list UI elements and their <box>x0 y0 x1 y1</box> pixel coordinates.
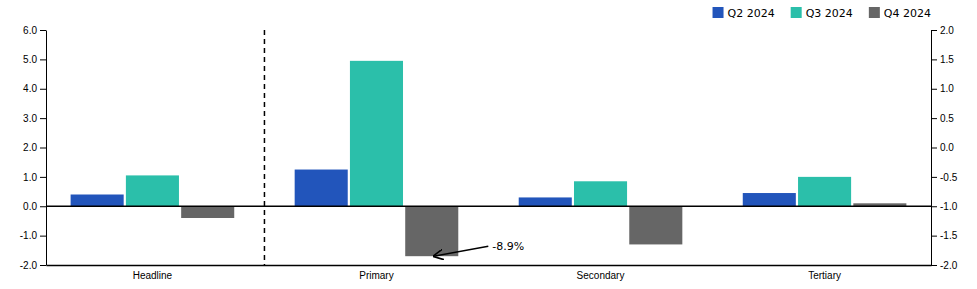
tick-label: 5.0 <box>23 54 37 65</box>
tick-mark <box>931 30 937 31</box>
legend-label: Q4 2024 <box>884 7 931 20</box>
tick-mark <box>40 236 46 237</box>
tick-mark <box>40 177 46 178</box>
tick-label: 2.0 <box>23 142 37 153</box>
bars <box>71 61 907 256</box>
legend-swatch <box>869 7 880 18</box>
y-axis: -2.0 -1.0 0.0 1.0 2.0 3.0 4.0 5.0 6.0 <box>20 25 47 271</box>
tick: 2.0 <box>931 25 954 36</box>
tick-label: Primary <box>359 270 393 281</box>
tick-mark <box>931 206 937 207</box>
tick-mark <box>40 206 46 207</box>
bar <box>71 195 124 207</box>
tick-label: 0.0 <box>23 201 37 212</box>
tick: 3.0 <box>23 113 46 124</box>
tick: -2.0 <box>931 260 958 271</box>
tick-label: 0.0 <box>940 142 954 153</box>
tick-label: -2.0 <box>20 260 38 271</box>
tick-label: 6.0 <box>23 25 37 36</box>
tick: 0.0 <box>23 201 46 212</box>
tick-mark <box>40 118 46 119</box>
y2-axis: -2.0 -1.5 -1.0 -0.5 0.0 0.5 1.0 1.5 2.0 <box>931 25 958 271</box>
tick-label: 0.5 <box>940 113 954 124</box>
bar <box>126 175 179 206</box>
tick-label: -1.0 <box>940 201 958 212</box>
tick-label: 1.0 <box>23 172 37 183</box>
tick-mark <box>931 236 937 237</box>
bar <box>629 206 682 244</box>
tick-label: Tertiary <box>808 270 841 281</box>
tick: 6.0 <box>23 25 46 36</box>
tick-mark <box>931 118 937 119</box>
tick: Tertiary <box>808 270 841 281</box>
legend-label: Q2 2024 <box>728 7 775 20</box>
bar <box>181 206 234 218</box>
tick-mark <box>40 59 46 60</box>
tick: 5.0 <box>23 54 46 65</box>
axis-line <box>47 265 932 267</box>
tick-label: Secondary <box>577 270 625 281</box>
tick: 2.0 <box>23 142 46 153</box>
tick-mark <box>931 89 937 90</box>
tick-mark <box>40 265 46 266</box>
legend-swatch <box>791 7 802 18</box>
tick-mark <box>931 148 937 149</box>
tick: 0.5 <box>931 113 954 124</box>
tick-label: -1.0 <box>20 230 38 241</box>
bar <box>405 206 458 256</box>
tick: 1.5 <box>931 54 954 65</box>
legend-swatch <box>713 7 724 18</box>
tick: 0.0 <box>931 142 954 153</box>
bar <box>798 177 851 206</box>
separator-line <box>264 30 266 265</box>
tick-label: -2.0 <box>940 260 958 271</box>
axis-line <box>46 31 47 266</box>
tick-label: -1.5 <box>940 230 958 241</box>
bar <box>743 193 796 206</box>
tick-label: 4.0 <box>23 83 37 94</box>
plot: -2.0 -1.0 0.0 1.0 2.0 3.0 4.0 5.0 6.0 -2.0 -1.5 -1.… <box>20 25 958 281</box>
tick-mark <box>40 30 46 31</box>
legend: Q2 2024 Q3 2024 Q4 2024 <box>713 7 931 20</box>
tick-mark <box>40 89 46 90</box>
tick-label: 3.0 <box>23 113 37 124</box>
legend-item: Q3 2024 <box>791 7 853 20</box>
tick-mark <box>40 148 46 149</box>
tick: -1.5 <box>931 230 958 241</box>
tick: -2.0 <box>20 260 46 271</box>
chart: -2.0 -1.0 0.0 1.0 2.0 3.0 4.0 5.0 6.0 -2.0 -1.5 -1.… <box>0 0 977 289</box>
bar <box>350 61 403 206</box>
tick-mark <box>931 265 937 266</box>
tick-label: 1.0 <box>940 83 954 94</box>
tick: Primary <box>359 270 393 281</box>
legend-item: Q4 2024 <box>869 7 931 20</box>
tick: Secondary <box>577 270 625 281</box>
annotation-arrow <box>434 246 489 256</box>
bar <box>574 181 627 206</box>
tick-mark <box>931 177 937 178</box>
tick: Headline <box>133 270 173 281</box>
tick: -0.5 <box>931 172 958 183</box>
x-axis: Headline Primary Secondary Tertiary <box>47 266 932 282</box>
zero-line <box>46 206 931 208</box>
tick-label: Headline <box>133 270 173 281</box>
tick-label: 1.5 <box>940 54 954 65</box>
legend-item: Q2 2024 <box>713 7 775 20</box>
tick: 1.0 <box>23 172 46 183</box>
legend-label: Q3 2024 <box>806 7 853 20</box>
tick: -1.0 <box>931 201 958 212</box>
bar <box>295 170 348 207</box>
bar <box>519 197 572 206</box>
tick: 1.0 <box>931 83 954 94</box>
tick: 4.0 <box>23 83 46 94</box>
tick-label: 2.0 <box>940 25 954 36</box>
tick-label: -0.5 <box>940 172 958 183</box>
tick-mark <box>931 59 937 60</box>
tick: -1.0 <box>20 230 46 241</box>
annotation: -8.9% <box>492 240 524 253</box>
